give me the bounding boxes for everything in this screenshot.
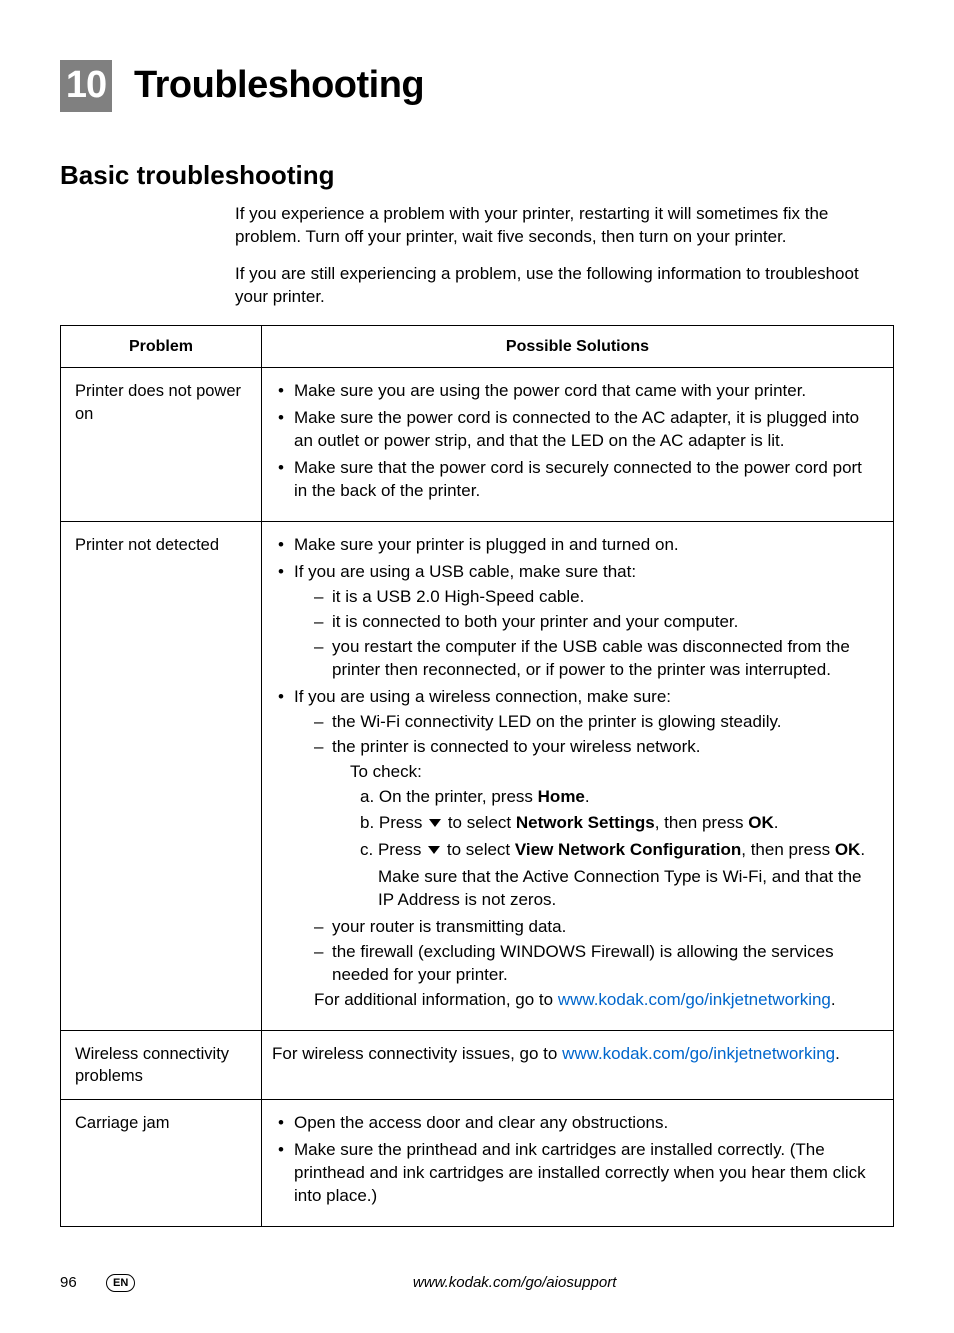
step-bold: Network Settings bbox=[516, 813, 655, 832]
step-c: c. Press to select View Network Configur… bbox=[360, 839, 871, 862]
table-row: Printer not detected Make sure your prin… bbox=[61, 522, 894, 1031]
sub-list-item: the firewall (excluding WINDOWS Firewall… bbox=[314, 941, 871, 987]
list-item: Make sure your printer is plugged in and… bbox=[272, 534, 871, 557]
list-item-text: If you are using a wireless connection, … bbox=[294, 687, 671, 706]
inkjet-networking-link[interactable]: www.kodak.com/go/inkjetnetworking bbox=[562, 1044, 835, 1063]
sub-list-item: the printer is connected to your wireles… bbox=[314, 736, 871, 913]
list-item: If you are using a wireless connection, … bbox=[272, 686, 871, 1012]
step-bold: OK bbox=[748, 813, 774, 832]
table-header-solutions: Possible Solutions bbox=[262, 325, 894, 368]
step-a: a. On the printer, press Home. bbox=[360, 786, 871, 809]
solution-cell: Make sure you are using the power cord t… bbox=[262, 368, 894, 522]
arrow-down-icon bbox=[428, 846, 440, 854]
list-item: Make sure the printhead and ink cartridg… bbox=[272, 1139, 871, 1208]
problem-cell: Printer not detected bbox=[61, 522, 262, 1031]
step-text: , then press bbox=[655, 813, 749, 832]
solution-cell: Make sure your printer is plugged in and… bbox=[262, 522, 894, 1031]
step-text: . bbox=[774, 813, 779, 832]
step-b: b. Press to select Network Settings, the… bbox=[360, 812, 871, 835]
intro-paragraph-1: If you experience a problem with your pr… bbox=[235, 203, 894, 249]
step-text: to select bbox=[442, 840, 515, 859]
inkjet-networking-link[interactable]: www.kodak.com/go/inkjetnetworking bbox=[558, 990, 831, 1009]
sub-list-item: your router is transmitting data. bbox=[314, 916, 871, 939]
solution-text: For wireless connectivity issues, go to bbox=[272, 1044, 562, 1063]
solution-cell: For wireless connectivity issues, go to … bbox=[262, 1030, 894, 1100]
sub-list-item: the Wi-Fi connectivity LED on the printe… bbox=[314, 711, 871, 734]
list-item: Make sure the power cord is connected to… bbox=[272, 407, 871, 453]
section-title: Basic troubleshooting bbox=[60, 158, 894, 193]
to-check-label: To check: bbox=[350, 761, 871, 784]
step-bold: View Network Configuration bbox=[515, 840, 741, 859]
problem-cell: Carriage jam bbox=[61, 1100, 262, 1227]
solution-cell: Open the access door and clear any obstr… bbox=[262, 1100, 894, 1227]
page-number: 96 bbox=[60, 1273, 100, 1293]
page-footer: 96 EN www.kodak.com/go/aiosupport bbox=[60, 1273, 894, 1293]
solution-text: . bbox=[835, 1044, 840, 1063]
language-badge: EN bbox=[106, 1274, 135, 1292]
table-row: Carriage jam Open the access door and cl… bbox=[61, 1100, 894, 1227]
step-text: . bbox=[860, 840, 865, 859]
list-item: Make sure that the power cord is securel… bbox=[272, 457, 871, 503]
problem-cell: Printer does not power on bbox=[61, 368, 262, 522]
step-text: . bbox=[585, 787, 590, 806]
problem-cell: Wireless connectivity problems bbox=[61, 1030, 262, 1100]
additional-info-text: For additional information, go to bbox=[314, 990, 558, 1009]
additional-info-text: . bbox=[831, 990, 836, 1009]
table-row: Wireless connectivity problems For wirel… bbox=[61, 1030, 894, 1100]
list-item: Open the access door and clear any obstr… bbox=[272, 1112, 871, 1135]
chapter-header: 10 Troubleshooting bbox=[60, 60, 894, 112]
step-c-detail: Make sure that the Active Connection Typ… bbox=[378, 866, 871, 912]
list-item: Make sure you are using the power cord t… bbox=[272, 380, 871, 403]
step-text: a. On the printer, press bbox=[360, 787, 538, 806]
sub-list-item: it is connected to both your printer and… bbox=[314, 611, 871, 634]
chapter-number-badge: 10 bbox=[60, 60, 112, 112]
footer-url[interactable]: www.kodak.com/go/aiosupport bbox=[135, 1273, 894, 1293]
step-bold: Home bbox=[538, 787, 585, 806]
sub-list-item: it is a USB 2.0 High-Speed cable. bbox=[314, 586, 871, 609]
sub-list-item-text: the printer is connected to your wireles… bbox=[332, 737, 701, 756]
step-text: b. Press bbox=[360, 813, 427, 832]
step-text: to select bbox=[443, 813, 516, 832]
sub-list-item: you restart the computer if the USB cabl… bbox=[314, 636, 871, 682]
troubleshooting-table: Problem Possible Solutions Printer does … bbox=[60, 325, 894, 1227]
list-item: If you are using a USB cable, make sure … bbox=[272, 561, 871, 682]
step-text: c. Press bbox=[360, 840, 426, 859]
intro-paragraph-2: If you are still experiencing a problem,… bbox=[235, 263, 894, 309]
table-row: Printer does not power on Make sure you … bbox=[61, 368, 894, 522]
step-bold: OK bbox=[835, 840, 861, 859]
step-text: , then press bbox=[741, 840, 835, 859]
list-item-text: If you are using a USB cable, make sure … bbox=[294, 562, 636, 581]
additional-info: For additional information, go to www.ko… bbox=[314, 989, 871, 1012]
table-header-problem: Problem bbox=[61, 325, 262, 368]
chapter-title: Troubleshooting bbox=[134, 60, 424, 111]
arrow-down-icon bbox=[429, 819, 441, 827]
intro-block: If you experience a problem with your pr… bbox=[235, 203, 894, 309]
